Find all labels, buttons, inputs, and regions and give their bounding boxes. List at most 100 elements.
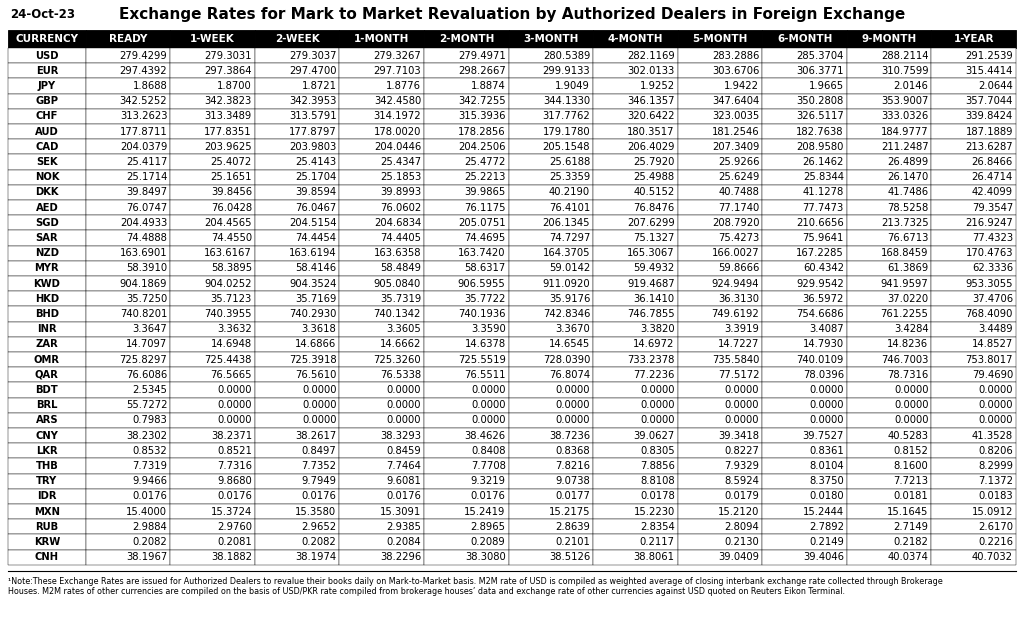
- Text: 740.2930: 740.2930: [289, 309, 337, 319]
- Text: 333.0326: 333.0326: [882, 112, 929, 121]
- Bar: [340, 367, 424, 382]
- Text: Houses. M2M rates of other currencies are compiled on the basis of USD/PKR rate : Houses. M2M rates of other currencies ar…: [8, 587, 845, 596]
- Text: 740.3955: 740.3955: [205, 309, 252, 319]
- Text: 38.4626: 38.4626: [465, 430, 506, 440]
- Text: GBP: GBP: [36, 96, 58, 106]
- Bar: [509, 550, 593, 565]
- Text: 36.1410: 36.1410: [634, 294, 675, 304]
- Text: 0.0000: 0.0000: [640, 385, 675, 395]
- Bar: [86, 215, 170, 230]
- Bar: [847, 200, 932, 215]
- Bar: [762, 352, 847, 367]
- Text: 74.4888: 74.4888: [126, 233, 167, 243]
- Text: 37.4706: 37.4706: [972, 294, 1013, 304]
- Bar: [86, 428, 170, 443]
- Text: 0.0000: 0.0000: [640, 400, 675, 410]
- Text: 39.4046: 39.4046: [803, 552, 844, 562]
- Bar: [8, 245, 86, 261]
- Bar: [8, 413, 86, 428]
- Text: CNY: CNY: [36, 430, 58, 440]
- Bar: [509, 291, 593, 307]
- Text: 203.9803: 203.9803: [289, 142, 337, 152]
- Bar: [255, 367, 340, 382]
- Bar: [932, 215, 1016, 230]
- Text: 39.3418: 39.3418: [718, 430, 760, 440]
- Text: 0.0176: 0.0176: [471, 492, 506, 502]
- Bar: [86, 322, 170, 337]
- Text: 8.3750: 8.3750: [809, 476, 844, 487]
- Text: 25.6249: 25.6249: [718, 172, 760, 182]
- Bar: [678, 63, 762, 78]
- Bar: [678, 322, 762, 337]
- Text: 306.3771: 306.3771: [797, 66, 844, 76]
- Bar: [340, 30, 424, 48]
- Bar: [678, 185, 762, 200]
- Bar: [847, 291, 932, 307]
- Bar: [932, 413, 1016, 428]
- Text: AUD: AUD: [35, 127, 58, 136]
- Text: 8.2999: 8.2999: [978, 461, 1013, 471]
- Text: 749.6192: 749.6192: [712, 309, 760, 319]
- Text: 7.7464: 7.7464: [386, 461, 421, 471]
- Bar: [762, 30, 847, 48]
- Text: Exchange Rates for Mark to Market Revaluation by Authorized Dealers in Foreign E: Exchange Rates for Mark to Market Revalu…: [119, 6, 905, 21]
- Bar: [847, 30, 932, 48]
- Text: 25.8344: 25.8344: [803, 172, 844, 182]
- Text: 207.6299: 207.6299: [627, 218, 675, 228]
- Bar: [678, 519, 762, 534]
- Bar: [847, 124, 932, 139]
- Text: 740.8201: 740.8201: [120, 309, 167, 319]
- Bar: [424, 200, 509, 215]
- Text: 14.8527: 14.8527: [972, 339, 1013, 350]
- Text: 40.0374: 40.0374: [888, 552, 929, 562]
- Text: BHD: BHD: [35, 309, 59, 319]
- Bar: [86, 413, 170, 428]
- Text: 283.2886: 283.2886: [712, 50, 760, 61]
- Text: 181.2546: 181.2546: [712, 127, 760, 136]
- Bar: [255, 78, 340, 93]
- Bar: [932, 170, 1016, 185]
- Text: 14.6545: 14.6545: [549, 339, 590, 350]
- Bar: [762, 519, 847, 534]
- Bar: [678, 367, 762, 382]
- Text: 303.6706: 303.6706: [712, 66, 760, 76]
- Bar: [762, 534, 847, 550]
- Text: 0.2216: 0.2216: [978, 537, 1013, 547]
- Bar: [593, 307, 678, 322]
- Text: 313.5791: 313.5791: [289, 112, 337, 121]
- Bar: [255, 458, 340, 474]
- Bar: [762, 489, 847, 504]
- Text: 163.6358: 163.6358: [374, 248, 421, 258]
- Bar: [593, 30, 678, 48]
- Text: 204.5154: 204.5154: [289, 218, 337, 228]
- Bar: [762, 124, 847, 139]
- Bar: [847, 352, 932, 367]
- Bar: [762, 63, 847, 78]
- Text: 39.8993: 39.8993: [380, 187, 421, 198]
- Text: 7.7708: 7.7708: [471, 461, 506, 471]
- Bar: [255, 139, 340, 155]
- Bar: [86, 550, 170, 565]
- Bar: [593, 93, 678, 109]
- Text: 210.6656: 210.6656: [796, 218, 844, 228]
- Bar: [509, 93, 593, 109]
- Text: 1.8700: 1.8700: [217, 81, 252, 91]
- Text: 76.6713: 76.6713: [887, 233, 929, 243]
- Text: ¹Note:These Exchange Rates are issued for Authorized Dealers to revalue their bo: ¹Note:These Exchange Rates are issued fo…: [8, 577, 943, 586]
- Bar: [678, 155, 762, 170]
- Bar: [509, 337, 593, 352]
- Bar: [86, 398, 170, 413]
- Bar: [847, 78, 932, 93]
- Text: 25.4072: 25.4072: [211, 157, 252, 167]
- Text: 76.5511: 76.5511: [464, 370, 506, 380]
- Text: 76.0467: 76.0467: [295, 203, 337, 213]
- Text: LKR: LKR: [36, 445, 57, 456]
- Bar: [255, 109, 340, 124]
- Bar: [8, 474, 86, 489]
- Bar: [762, 428, 847, 443]
- Bar: [509, 200, 593, 215]
- Bar: [255, 504, 340, 519]
- Bar: [170, 185, 255, 200]
- Text: 0.2084: 0.2084: [386, 537, 421, 547]
- Text: QAR: QAR: [35, 370, 58, 380]
